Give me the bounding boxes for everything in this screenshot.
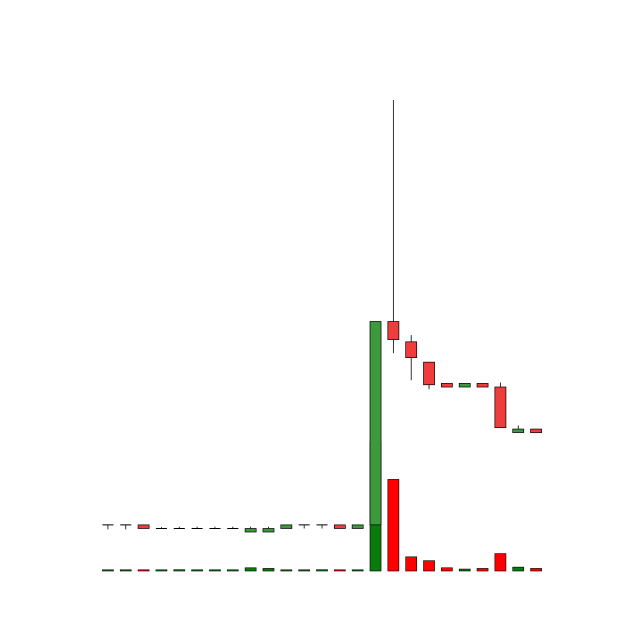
volume-bar-19 xyxy=(423,560,435,572)
candle-body-19 xyxy=(423,361,435,386)
volume-bar-22 xyxy=(476,568,489,572)
volume-bar-21 xyxy=(458,568,471,572)
volume-bar-2 xyxy=(119,569,132,572)
volume-bar-23 xyxy=(494,553,507,572)
candle-body-25 xyxy=(530,428,542,434)
candle-body-21 xyxy=(458,383,471,388)
volume-bar-1 xyxy=(102,569,114,572)
candle-body-15 xyxy=(351,524,364,529)
candle-body-22 xyxy=(476,383,489,388)
price-candles xyxy=(102,100,542,533)
candle-body-10 xyxy=(262,528,275,533)
volume-bar-7 xyxy=(209,569,221,572)
candle-body-9 xyxy=(244,528,257,533)
candle-body-3 xyxy=(137,524,150,529)
candle-body-24 xyxy=(512,428,525,433)
candle-body-14 xyxy=(333,524,346,529)
volume-bar-14 xyxy=(334,569,346,572)
candle-body-20 xyxy=(441,383,453,388)
volume-bar-11 xyxy=(280,569,293,572)
candle-body-11 xyxy=(280,524,293,529)
volume-bar-12 xyxy=(298,569,310,572)
volume-bar-10 xyxy=(262,568,275,572)
volume-bars xyxy=(102,441,542,572)
volume-bar-9 xyxy=(244,567,257,572)
volume-bar-3 xyxy=(137,569,150,572)
candle-body-18 xyxy=(405,341,418,358)
volume-bar-13 xyxy=(316,569,328,572)
candle-body-23 xyxy=(494,386,507,429)
volume-bar-24 xyxy=(512,566,525,572)
volume-bar-6 xyxy=(191,569,203,572)
volume-bar-15 xyxy=(351,569,364,572)
candle-body-16 xyxy=(369,321,382,526)
volume-bar-8 xyxy=(226,569,239,572)
candle-body-17 xyxy=(387,321,400,340)
volume-bar-5 xyxy=(173,569,186,572)
volume-bar-4 xyxy=(155,569,168,572)
volume-bar-20 xyxy=(441,567,453,572)
volume-bar-17 xyxy=(387,479,400,572)
volume-bar-25 xyxy=(530,568,542,572)
volume-bar-18 xyxy=(405,556,418,572)
